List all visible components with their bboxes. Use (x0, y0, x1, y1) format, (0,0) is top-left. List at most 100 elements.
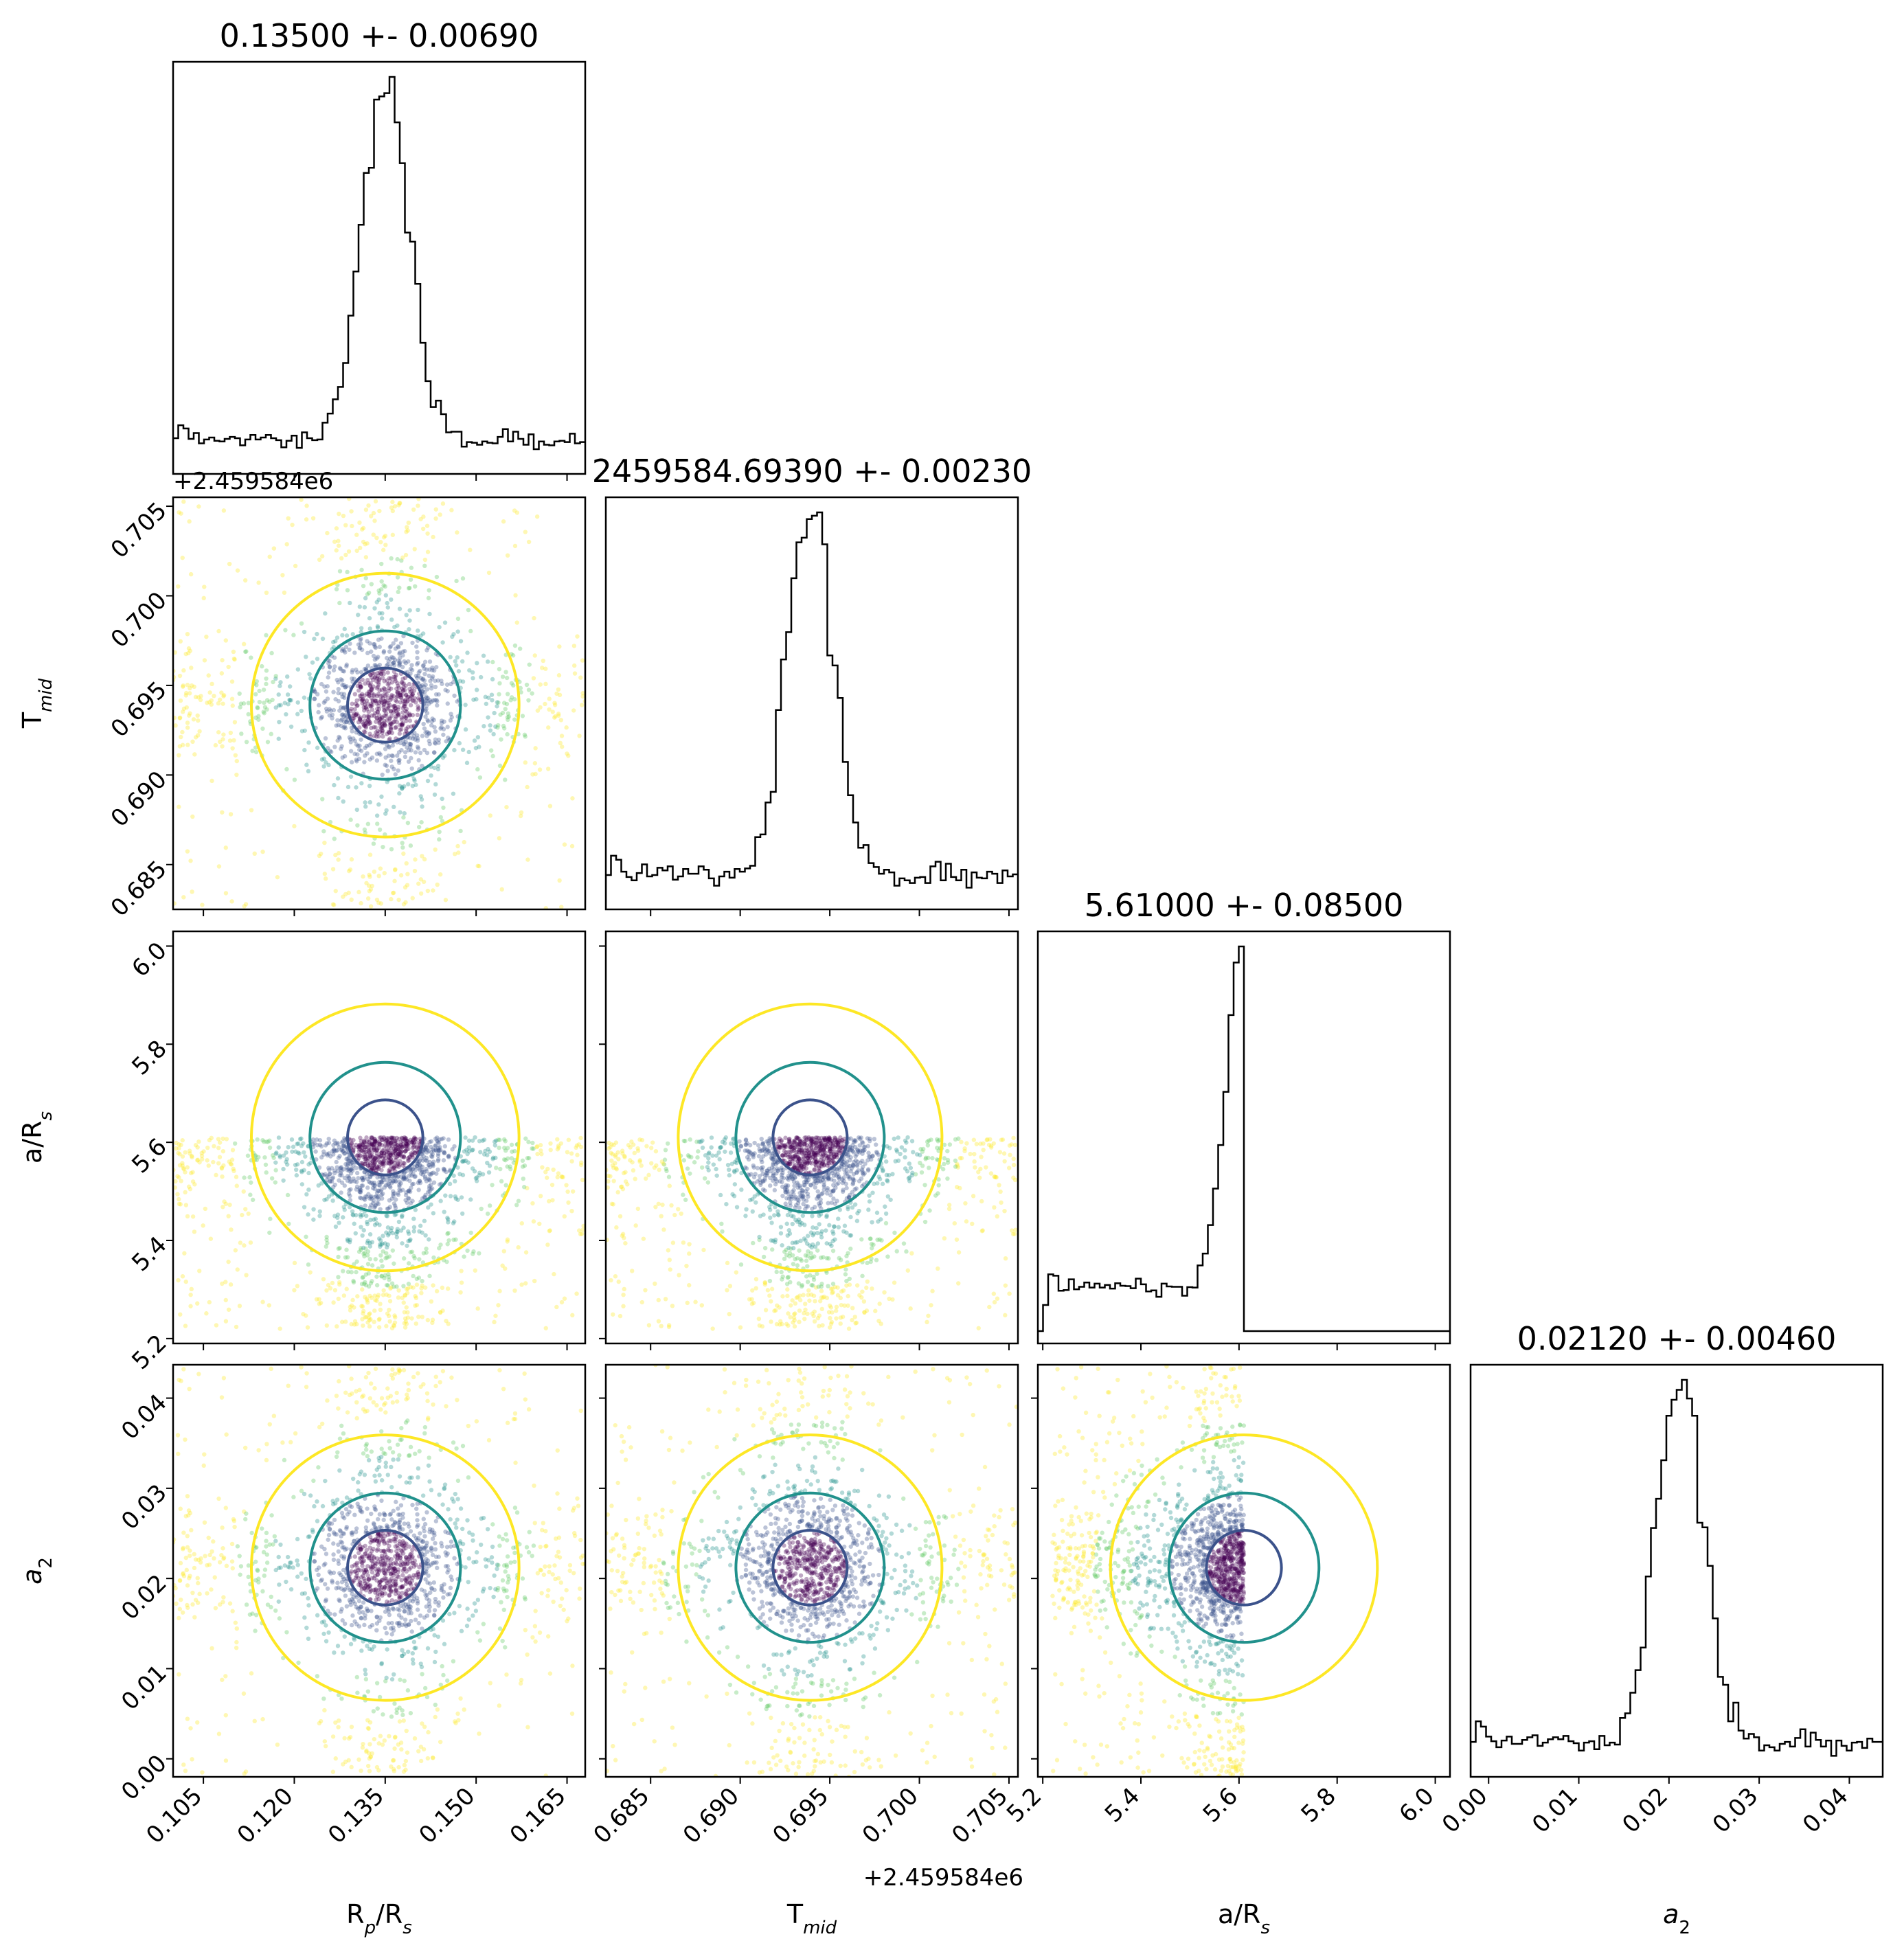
sample-point (318, 1300, 324, 1306)
sample-point (350, 523, 354, 529)
sample-point (391, 1189, 396, 1194)
sample-point (396, 503, 401, 508)
sample-point (354, 742, 359, 747)
sample-point (783, 1190, 789, 1195)
sample-point (400, 723, 405, 728)
sample-point (972, 1159, 977, 1164)
sample-point (216, 1146, 221, 1150)
sample-point (365, 1163, 370, 1168)
sample-point (209, 1587, 214, 1592)
sample-point (341, 1205, 346, 1210)
sample-point (193, 1143, 199, 1148)
sample-point (363, 1282, 369, 1288)
sample-point (359, 1176, 365, 1181)
sample-point (615, 1190, 620, 1195)
sample-point (385, 600, 389, 606)
sample-point (807, 1160, 813, 1165)
sample-point (339, 691, 344, 696)
sample-point (252, 851, 257, 856)
sample-point (181, 683, 185, 688)
sample-point (978, 1142, 983, 1146)
sample-point (798, 1164, 804, 1168)
sample-point (187, 519, 192, 524)
sample-point (262, 705, 268, 710)
sample-point (407, 1155, 412, 1159)
sample-point (781, 1176, 786, 1181)
sample-point (408, 843, 413, 848)
sample-point (475, 1306, 480, 1311)
sample-point (696, 1139, 702, 1144)
sample-point (328, 1179, 332, 1183)
sample-point (808, 1251, 813, 1256)
sample-point (825, 1163, 830, 1168)
sample-point (920, 1149, 925, 1154)
sample-point (341, 1143, 346, 1148)
sample-point (398, 501, 403, 506)
sample-point (276, 703, 282, 708)
sample-point (237, 1304, 242, 1308)
sample-point (201, 1223, 205, 1228)
sample-point (297, 1151, 302, 1156)
sample-point (779, 1139, 784, 1144)
sample-point (395, 690, 400, 695)
sample-point (717, 1145, 723, 1150)
sample-point (398, 1139, 403, 1145)
sample-point (355, 1294, 360, 1299)
sample-point (534, 514, 540, 519)
sample-point (294, 1173, 299, 1178)
sample-point (903, 1148, 907, 1153)
sample-point (394, 699, 399, 704)
sample-point (372, 1137, 376, 1142)
sample-point (359, 1214, 363, 1219)
sample-point (486, 1146, 490, 1152)
sample-point (390, 499, 395, 505)
sample-point (354, 698, 359, 703)
sample-point (556, 1143, 561, 1148)
sample-point (539, 1152, 544, 1157)
sample-point (635, 1206, 641, 1212)
sample-point (331, 1147, 337, 1152)
sample-point (669, 1203, 674, 1208)
sample-point (349, 857, 354, 862)
sample-point (359, 698, 365, 703)
sample-point (641, 1236, 646, 1241)
sample-point (817, 1139, 822, 1144)
sample-point (367, 641, 372, 646)
sample-point (370, 707, 375, 712)
sample-point (173, 1179, 178, 1184)
sample-point (372, 1319, 376, 1324)
sample-point (216, 628, 221, 634)
sample-point (379, 728, 385, 733)
sample-point (578, 1232, 583, 1237)
sample-point (429, 1202, 433, 1207)
sample-point (422, 1147, 427, 1152)
sample-point (683, 1197, 688, 1203)
sample-point (330, 1198, 335, 1203)
sample-point (195, 1157, 201, 1162)
sample-point (786, 1160, 792, 1165)
sample-point (331, 639, 336, 645)
sample-point (750, 1288, 755, 1293)
sample-point (872, 1181, 876, 1186)
sample-point (404, 1190, 409, 1195)
sample-point (942, 1236, 947, 1241)
scatter-panel-rp-tmid (166, 496, 587, 916)
sample-point (911, 1150, 916, 1155)
sample-point (804, 1176, 809, 1181)
sample-point (836, 1144, 841, 1150)
sample-point (839, 1258, 843, 1262)
sample-point (227, 561, 232, 567)
sample-point (359, 1183, 364, 1188)
sample-point (376, 700, 381, 705)
sample-point (434, 1171, 439, 1176)
sample-point (443, 898, 449, 903)
sample-point (360, 1304, 365, 1309)
sample-point (396, 589, 400, 595)
sample-point (397, 731, 402, 736)
sample-point (356, 1142, 362, 1148)
sample-point (356, 688, 361, 693)
sample-point (868, 1236, 873, 1241)
sample-point (398, 810, 403, 815)
sample-point (400, 664, 405, 670)
sample-point (397, 1149, 402, 1154)
